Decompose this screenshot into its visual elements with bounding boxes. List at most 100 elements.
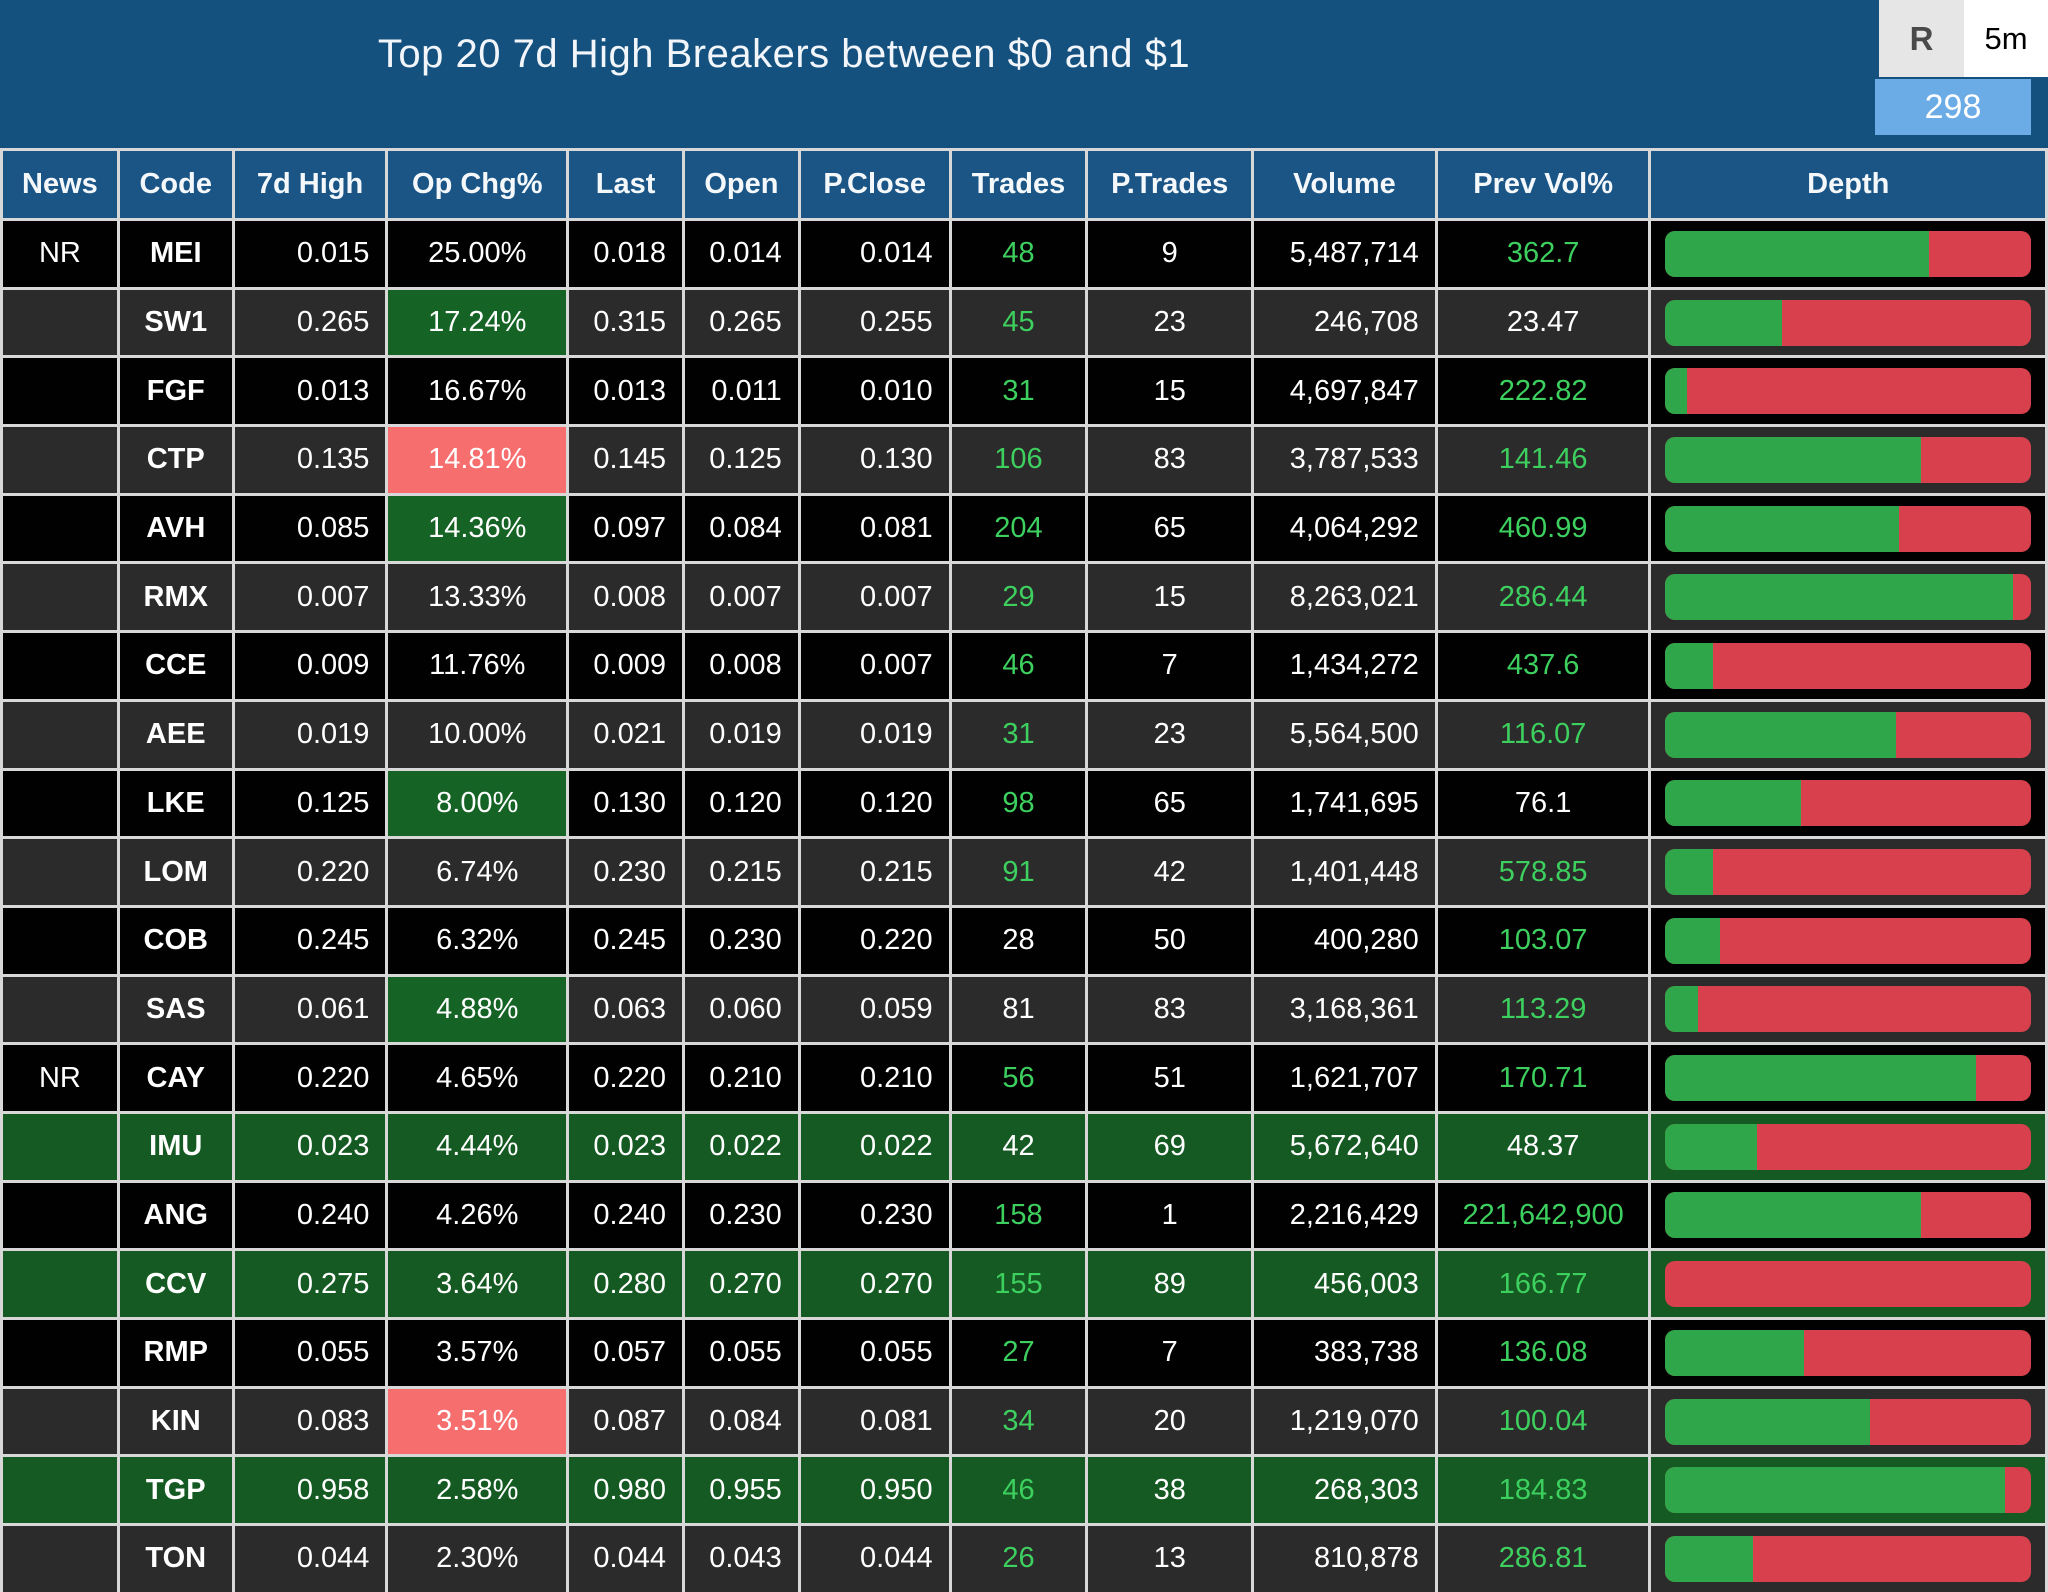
prev-vol-value: 100.04 — [1498, 1405, 1588, 1438]
table-row-cob[interactable]: COB 0.245 6.32% 0.245 0.230 0.220 28 50 400,280 1… — [0, 904, 2048, 977]
news-cell — [0, 1454, 120, 1527]
depth-bar-buy-fill — [1665, 505, 1900, 552]
code-cell[interactable]: TON — [116, 1523, 235, 1592]
column-header-prev-vol-[interactable]: Prev Vol% — [1434, 148, 1652, 221]
refresh-button[interactable]: R — [1879, 0, 1964, 77]
ptrades-cell: 38 — [1085, 1454, 1255, 1527]
prev-vol-value: 103.07 — [1498, 924, 1588, 957]
high-7d-cell: 0.009 — [231, 630, 389, 702]
prev-vol-cell: 141.46 — [1434, 424, 1652, 496]
pclose-cell: 0.044 — [797, 1523, 952, 1592]
code-cell[interactable]: RMP — [116, 1317, 235, 1389]
column-header-last[interactable]: Last — [566, 148, 685, 221]
table-row-lke[interactable]: LKE 0.125 8.00% 0.130 0.120 0.120 98 65 1,741,69… — [0, 767, 2048, 840]
trades-value: 158 — [994, 1198, 1043, 1231]
high-7d-cell: 0.240 — [231, 1179, 389, 1252]
code-cell[interactable]: FGF — [116, 355, 235, 428]
interval-selector[interactable]: 5m — [1964, 0, 2048, 77]
trades-value: 204 — [994, 512, 1043, 545]
open-cell: 0.955 — [681, 1454, 801, 1527]
ptrades-cell: 89 — [1085, 1248, 1255, 1320]
depth-bar — [1665, 1192, 2031, 1239]
last-cell: 0.097 — [566, 492, 685, 565]
table-row-ang[interactable]: ANG 0.240 4.26% 0.240 0.230 0.230 158 1 2,216,42… — [0, 1179, 2048, 1252]
prev-vol-cell: 48.37 — [1434, 1110, 1652, 1183]
column-header-code[interactable]: Code — [116, 148, 235, 221]
news-cell — [0, 836, 120, 908]
result-count-badge[interactable]: 298 — [1875, 79, 2031, 135]
trades-cell: 42 — [948, 1110, 1089, 1183]
code-cell[interactable]: CAY — [116, 1042, 235, 1114]
code-cell[interactable]: CCE — [116, 630, 235, 702]
code-cell[interactable]: AVH — [116, 492, 235, 565]
code-cell[interactable]: COB — [116, 904, 235, 977]
table-row-fgf[interactable]: FGF 0.013 16.67% 0.013 0.011 0.010 31 15 4,697,8… — [0, 355, 2048, 428]
code-cell[interactable]: KIN — [116, 1385, 235, 1458]
column-header-open[interactable]: Open — [681, 148, 801, 221]
code-cell[interactable]: LOM — [116, 836, 235, 908]
depth-cell — [1648, 698, 2048, 771]
ptrades-cell: 83 — [1085, 973, 1255, 1046]
prev-vol-cell: 221,642,900 — [1434, 1179, 1652, 1252]
last-cell: 0.145 — [566, 424, 685, 496]
open-cell: 0.060 — [681, 973, 801, 1046]
code-cell[interactable]: SAS — [116, 973, 235, 1046]
high-7d-cell: 0.275 — [231, 1248, 389, 1320]
table-row-ccv[interactable]: CCV 0.275 3.64% 0.280 0.270 0.270 155 89 456,003… — [0, 1248, 2048, 1320]
code-cell[interactable]: IMU — [116, 1110, 235, 1183]
code-cell[interactable]: AEE — [116, 698, 235, 771]
table-row-rmx[interactable]: RMX 0.007 13.33% 0.008 0.007 0.007 29 15 8,263,0… — [0, 561, 2048, 634]
pclose-cell: 0.019 — [797, 698, 952, 771]
trades-value: 46 — [1002, 649, 1035, 682]
pclose-cell: 0.220 — [797, 904, 952, 977]
table-row-cay[interactable]: NR CAY 0.220 4.65% 0.220 0.210 0.210 56 51 1,621,… — [0, 1042, 2048, 1114]
table-row-ctp[interactable]: CTP 0.135 14.81% 0.145 0.125 0.130 106 83 3,787,… — [0, 424, 2048, 496]
code-cell[interactable]: MEI — [116, 218, 235, 290]
column-header-p-close[interactable]: P.Close — [797, 148, 952, 221]
op-chg-cell: 4.88% — [385, 973, 570, 1046]
column-header-news[interactable]: News — [0, 148, 120, 221]
column-header-volume[interactable]: Volume — [1251, 148, 1438, 221]
table-row-tgp[interactable]: TGP 0.958 2.58% 0.980 0.955 0.950 46 38 268,303 1… — [0, 1454, 2048, 1527]
table-row-lom[interactable]: LOM 0.220 6.74% 0.230 0.215 0.215 91 42 1,401,44… — [0, 836, 2048, 908]
pclose-cell: 0.081 — [797, 492, 952, 565]
table-row-sw1[interactable]: SW1 0.265 17.24% 0.315 0.265 0.255 45 23 246,708… — [0, 286, 2048, 359]
code-cell[interactable]: TGP — [116, 1454, 235, 1527]
code-cell[interactable]: RMX — [116, 561, 235, 634]
code-cell[interactable]: CCV — [116, 1248, 235, 1320]
depth-bar-buy-fill — [1665, 780, 1801, 827]
code-cell[interactable]: CTP — [116, 424, 235, 496]
pclose-cell: 0.014 — [797, 218, 952, 290]
table-row-kin[interactable]: KIN 0.083 3.51% 0.087 0.084 0.081 34 20 1,219,07… — [0, 1385, 2048, 1458]
pclose-cell: 0.270 — [797, 1248, 952, 1320]
table-row-ton[interactable]: TON 0.044 2.30% 0.044 0.043 0.044 26 13 810,878 2… — [0, 1523, 2048, 1592]
depth-cell — [1648, 630, 2048, 702]
column-header-trades[interactable]: Trades — [948, 148, 1089, 221]
prev-vol-value: 141.46 — [1498, 443, 1588, 476]
table-row-sas[interactable]: SAS 0.061 4.88% 0.063 0.060 0.059 81 83 3,168,36… — [0, 973, 2048, 1046]
column-header-op-chg-[interactable]: Op Chg% — [385, 148, 570, 221]
table-row-aee[interactable]: AEE 0.019 10.00% 0.021 0.019 0.019 31 23 5,564,5… — [0, 698, 2048, 771]
table-row-avh[interactable]: AVH 0.085 14.36% 0.097 0.084 0.081 204 65 4,064,… — [0, 492, 2048, 565]
trades-cell: 46 — [948, 630, 1089, 702]
op-chg-cell: 4.44% — [385, 1110, 570, 1183]
table-row-cce[interactable]: CCE 0.009 11.76% 0.009 0.008 0.007 46 7 1,434,27… — [0, 630, 2048, 702]
open-cell: 0.084 — [681, 1385, 801, 1458]
op-chg-cell: 13.33% — [385, 561, 570, 634]
code-cell[interactable]: SW1 — [116, 286, 235, 359]
high-7d-cell: 0.125 — [231, 767, 389, 840]
op-chg-cell: 3.51% — [385, 1385, 570, 1458]
code-cell[interactable]: ANG — [116, 1179, 235, 1252]
column-header-depth[interactable]: Depth — [1648, 148, 2048, 221]
depth-cell — [1648, 355, 2048, 428]
volume-cell: 1,741,695 — [1251, 767, 1438, 840]
column-header-7d-high[interactable]: 7d High — [231, 148, 389, 221]
table-row-rmp[interactable]: RMP 0.055 3.57% 0.057 0.055 0.055 27 7 383,738 13… — [0, 1317, 2048, 1389]
table-row-imu[interactable]: IMU 0.023 4.44% 0.023 0.022 0.022 42 69 5,672,64… — [0, 1110, 2048, 1183]
column-header-p-trades[interactable]: P.Trades — [1085, 148, 1255, 221]
open-cell: 0.215 — [681, 836, 801, 908]
depth-cell — [1648, 1042, 2048, 1114]
volume-cell: 400,280 — [1251, 904, 1438, 977]
table-row-mei[interactable]: NR MEI 0.015 25.00% 0.018 0.014 0.014 48 9 5,487,… — [0, 218, 2048, 290]
code-cell[interactable]: LKE — [116, 767, 235, 840]
